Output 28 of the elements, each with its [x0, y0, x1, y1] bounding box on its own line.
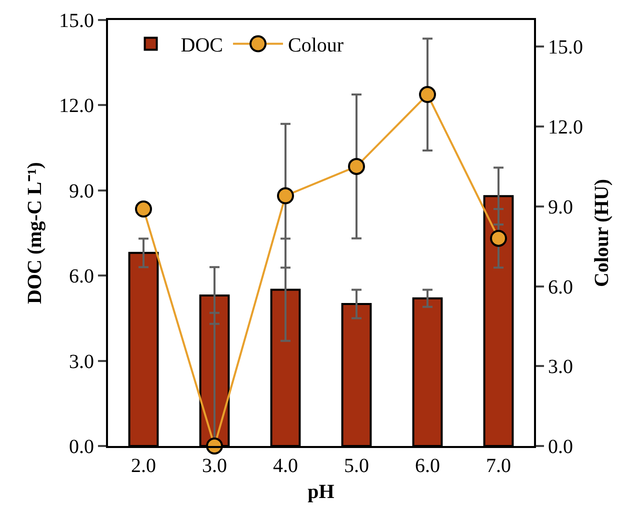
y-tick-label: 15.0 [59, 10, 94, 32]
y2-tick-label: 0.0 [548, 436, 573, 458]
point [490, 230, 507, 247]
x-tick-label: 6.0 [415, 455, 440, 477]
y2-tick-label: 15.0 [548, 36, 583, 59]
y2-axis-title: Colour (HU) [591, 179, 613, 287]
y-axis-title: DOC (mg-C L⁻¹) [24, 162, 46, 304]
y-tick-label: 12.0 [59, 95, 94, 118]
y-tick-label: 9.0 [69, 180, 94, 202]
y2-tick-label: 12.0 [548, 116, 583, 138]
x-tick-label: 5.0 [344, 455, 369, 477]
legend-label: DOC [180, 34, 224, 57]
y2-tick-label: 9.0 [548, 196, 573, 218]
x-tick-label: 2.0 [131, 455, 156, 477]
y-tick-label: 3.0 [69, 350, 94, 373]
y-tick-label: 6.0 [69, 266, 94, 288]
point [135, 200, 152, 218]
x-axis-title: pH [308, 481, 335, 503]
y2-tick-label: 6.0 [548, 276, 573, 298]
x-tick-label: 7.0 [486, 455, 511, 477]
point [348, 158, 365, 175]
y-tick-label: 0.0 [69, 436, 94, 458]
x-tick-label: 4.0 [273, 455, 298, 477]
x-tick-label: 3.0 [202, 455, 227, 477]
point [277, 187, 294, 204]
legend-label: Colour [288, 34, 344, 57]
y2-tick-label: 3.0 [548, 356, 573, 378]
point [419, 86, 436, 104]
